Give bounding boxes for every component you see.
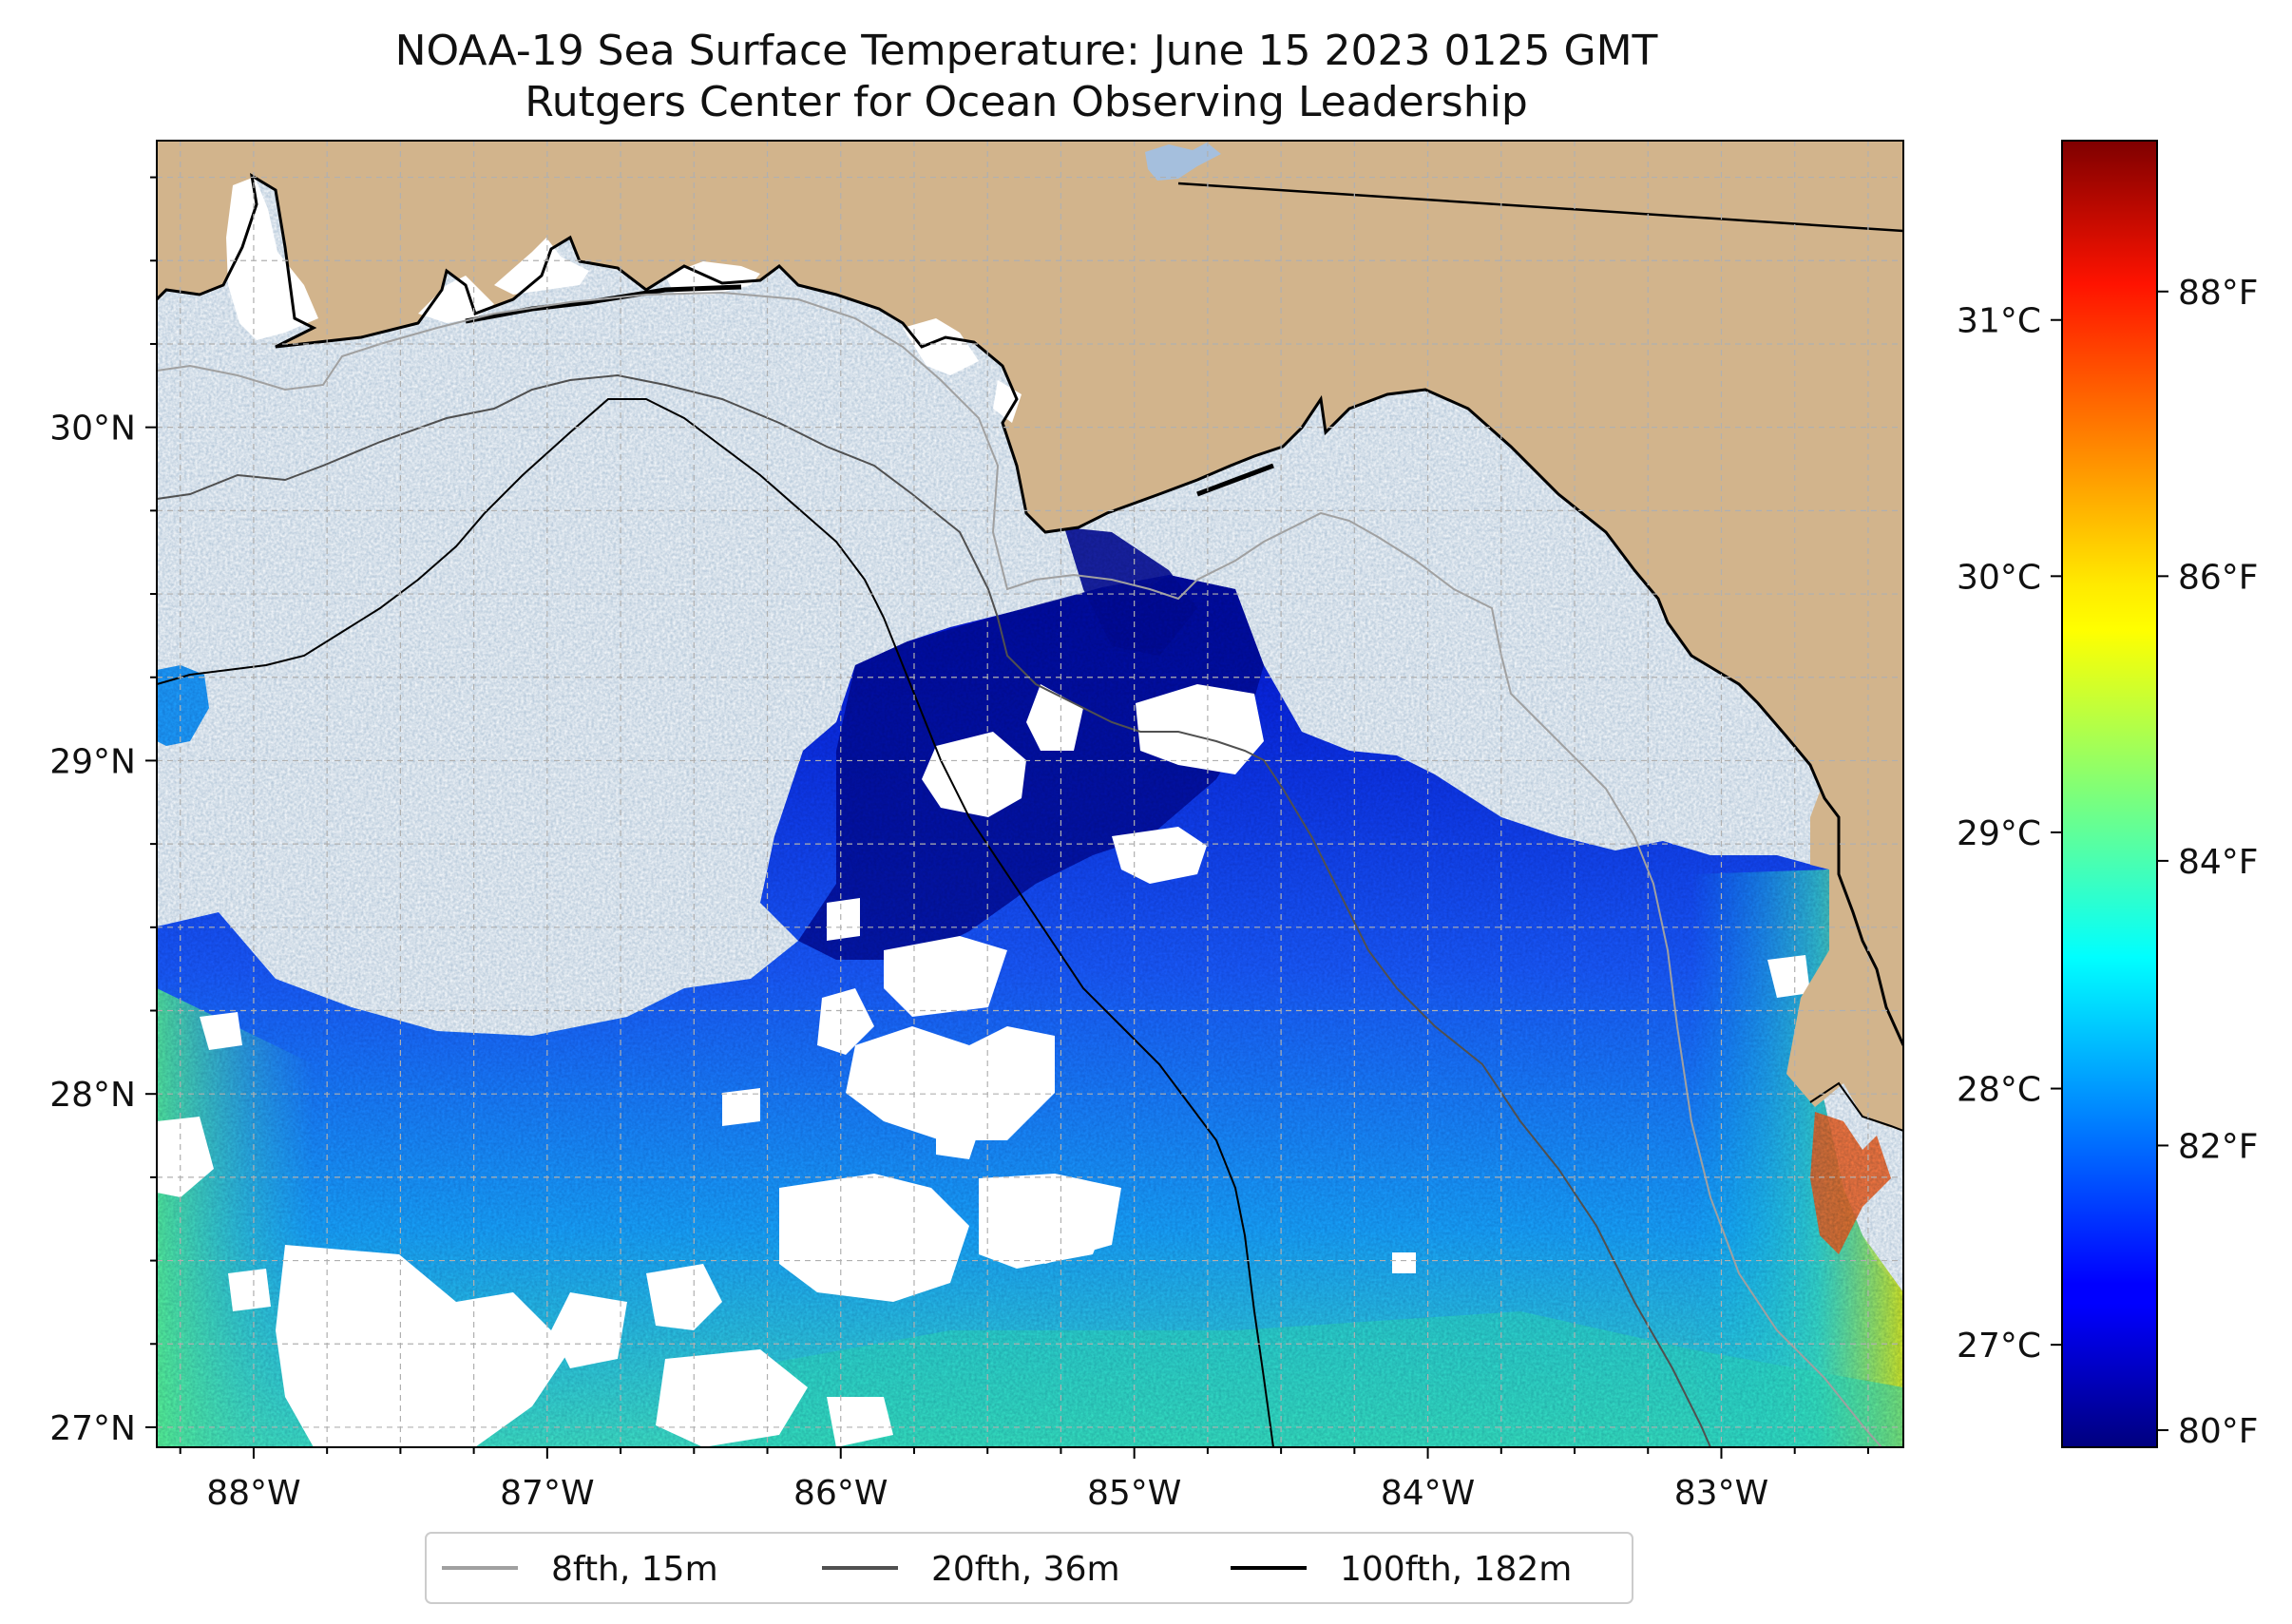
coastline xyxy=(157,173,1903,1046)
land-mass xyxy=(157,141,1903,1131)
lon-tick-label: 84°W xyxy=(1381,1474,1475,1513)
cloud-gap xyxy=(936,1126,979,1159)
cloud-gap xyxy=(779,1174,969,1302)
cloud-gap xyxy=(922,732,1026,817)
colorbar-gradient xyxy=(2061,140,2158,1448)
state-border xyxy=(1177,182,1903,233)
mobile-bay xyxy=(226,177,318,340)
cloud-gap xyxy=(656,1349,808,1447)
colorbar-fahrenheit-axis: 80°F 82°F 84°F 86°F 88°F xyxy=(2157,274,2259,1451)
celsius-tick-label: 28°C xyxy=(1957,1071,2041,1110)
barrier-island xyxy=(1196,463,1274,497)
colorbar: 27°C 28°C 29°C 30°C 31°C 80°F 82°F 84°F 86°F 88°… xyxy=(1957,140,2259,1451)
cloud-gap xyxy=(817,988,874,1055)
cloud-gap xyxy=(1392,1252,1416,1273)
lon-tick-label: 87°W xyxy=(500,1474,594,1513)
celsius-tick-label: 27°C xyxy=(1957,1327,2041,1366)
celsius-tick-label: 29°C xyxy=(1957,814,2041,853)
map-frame xyxy=(156,140,1904,1448)
cloud-gap xyxy=(276,1245,570,1447)
lon-tick-label: 83°W xyxy=(1674,1474,1768,1513)
gridlines xyxy=(157,141,1903,1447)
celsius-tick-label: 30°C xyxy=(1957,558,2041,597)
cloud-gap xyxy=(646,1264,722,1330)
lon-tick-label: 86°W xyxy=(793,1474,888,1513)
apalachicola-bay xyxy=(903,318,979,375)
cloud-gap xyxy=(979,1193,1107,1269)
cloud-gaps xyxy=(157,684,1810,1447)
cloud-gap xyxy=(884,936,1007,1017)
lat-tick-label: 30°N xyxy=(49,410,136,449)
map-axis-ticks xyxy=(145,176,1869,1459)
lat-tick-label: 27°N xyxy=(49,1409,136,1448)
cloud-gap xyxy=(827,1397,893,1447)
figure-title: NOAA-19 Sea Surface Temperature: June 15… xyxy=(394,27,1658,75)
fahrenheit-tick-label: 86°F xyxy=(2178,558,2259,597)
isobath-8fth-15m xyxy=(157,291,1882,1447)
fahrenheit-tick-label: 82°F xyxy=(2178,1127,2259,1166)
cloud-gap xyxy=(1112,827,1207,884)
cloud-gap xyxy=(228,1269,271,1311)
lat-tick-label: 29°N xyxy=(49,742,136,781)
cloud-gap xyxy=(1136,684,1264,774)
isobath-20fth-36m xyxy=(157,373,1711,1447)
map-axis-labels: 88°W 87°W 86°W 85°W 84°W 83°W 27°N 28°N 29°N 30°N xyxy=(49,410,1768,1513)
colorbar-celsius-axis: 27°C 28°C 29°C 30°C 31°C xyxy=(1957,302,2062,1366)
fahrenheit-tick-label: 88°F xyxy=(2178,274,2259,313)
isobath-100fth-182m xyxy=(157,398,1274,1447)
cloud-gap xyxy=(722,1088,760,1126)
lat-tick-label: 28°N xyxy=(49,1076,136,1115)
cloud-gap xyxy=(846,1026,1055,1140)
figure-subtitle: Rutgers Center for Ocean Observing Leade… xyxy=(525,78,1528,126)
fahrenheit-tick-label: 84°F xyxy=(2178,843,2259,882)
cloud-gap xyxy=(827,898,860,941)
fahrenheit-tick-label: 80°F xyxy=(2178,1412,2259,1451)
lon-tick-label: 85°W xyxy=(1087,1474,1181,1513)
map-area xyxy=(157,141,1903,1447)
choctawhatchee-bay xyxy=(494,238,589,295)
cloud-gap xyxy=(200,1012,242,1050)
cloud-gap xyxy=(1767,955,1810,998)
barrier-island xyxy=(465,284,742,324)
lon-tick-label: 88°W xyxy=(206,1474,300,1513)
coastline-east-bay xyxy=(1809,1081,1903,1132)
celsius-tick-label: 31°C xyxy=(1957,302,2041,341)
cloud-gap xyxy=(551,1292,627,1368)
lake xyxy=(1145,143,1221,181)
